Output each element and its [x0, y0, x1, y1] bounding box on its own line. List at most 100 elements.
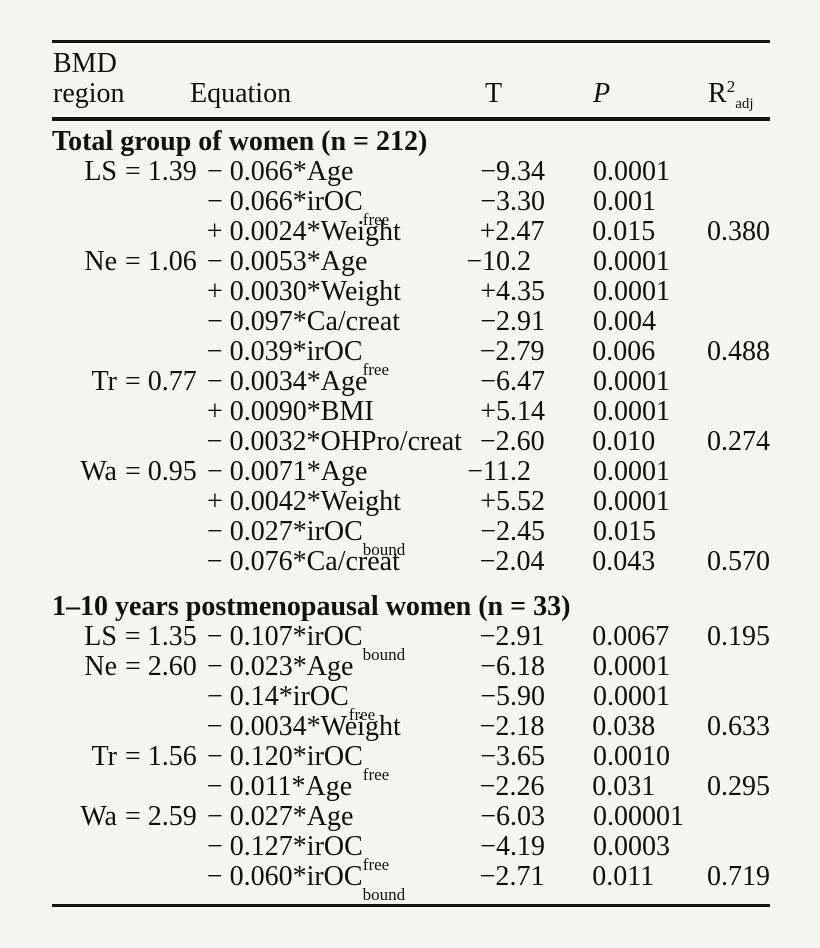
- table-row: − 0.14*irOCfree −5.90 0.0001: [52, 681, 770, 723]
- t-value: +5.52: [433, 487, 593, 517]
- table-row: + 0.0090*BMI +5.14 0.0001: [52, 397, 770, 427]
- equation-term: − 0.066*irOCfree: [207, 187, 433, 228]
- equation-term-text: + 0.0042*Weight: [207, 486, 401, 517]
- t-value: −6.03: [433, 802, 593, 832]
- equation-term-text: − 0.127*irOC: [207, 831, 363, 862]
- t-value-fraction-part: .47: [510, 366, 545, 397]
- equation-intercept: = 1.56: [125, 741, 197, 772]
- t-value-integer-part: −4: [480, 831, 510, 862]
- r2-value: 0.295: [707, 771, 771, 802]
- equation-intercept: = 2.60: [125, 651, 197, 682]
- p-value: 0.0001: [593, 156, 670, 187]
- r2-value: [708, 247, 770, 277]
- r2-value: 0.274: [707, 426, 771, 457]
- equation-term: − 0.027*Age: [207, 802, 433, 832]
- section-rows: LS = 1.39− 0.066*Age −9.34 0.0001− 0.066*ir…: [52, 157, 770, 577]
- equation-intercept: = 2.59: [125, 801, 197, 832]
- t-value: −2.18: [432, 712, 592, 742]
- p-value: 0.0001: [593, 486, 670, 517]
- t-value: −2.60: [433, 427, 593, 457]
- t-value-fraction-part: .30: [510, 186, 545, 217]
- table-row: − 0.0032*OHPro/creat −2.60 0.010 0.274: [52, 427, 770, 457]
- equation-intercept: [117, 397, 207, 427]
- p-value: 0.015: [592, 216, 656, 247]
- t-value-fraction-part: .35: [510, 276, 545, 307]
- column-header-p: P: [593, 78, 611, 109]
- p-value: 0.0001: [593, 681, 670, 712]
- bmd-region-label: [52, 682, 117, 712]
- equation-term-text: − 0.039*irOC: [206, 336, 363, 367]
- table-row: − 0.097*Ca/creat −2.91 0.004: [52, 307, 770, 337]
- bmd-region-label: [52, 277, 117, 307]
- bmd-region-label: [52, 487, 117, 517]
- equation-term-subscript: free: [348, 704, 376, 724]
- t-value-integer-part: −2: [479, 771, 510, 802]
- equation-term-subscript: bound: [362, 539, 406, 559]
- table-row: − 0.060*irOCbound −2.71 0.011 0.719: [52, 861, 771, 903]
- equation-term: − 0.107*irOCbound: [206, 621, 433, 663]
- bmd-region-label: [52, 712, 117, 742]
- t-value-integer-part: −2: [480, 306, 510, 337]
- t-value-fraction-part: .03: [510, 801, 545, 832]
- t-value-fraction-part: .90: [510, 681, 545, 712]
- p-value: 0.010: [592, 426, 656, 457]
- section-rows: LS = 1.35− 0.107*irOCbound −2.91 0.0067 0.19…: [52, 621, 771, 903]
- t-value-integer-part: −2: [479, 336, 510, 367]
- bmd-region-label: [52, 187, 117, 217]
- p-value: 0.0001: [593, 456, 670, 487]
- t-value-fraction-part: .71: [509, 861, 545, 892]
- equation-term: − 0.097*Ca/creat: [207, 307, 433, 337]
- equation-term-text: − 0.0071*Age: [207, 456, 368, 487]
- p-value: 0.015: [593, 516, 656, 547]
- p-value: 0.00001: [593, 801, 684, 832]
- equation-term-text: − 0.0032*OHPro/creat: [206, 426, 462, 457]
- t-value-integer-part: −2: [479, 546, 510, 577]
- bmd-region-label: Tr: [91, 741, 117, 772]
- bmd-region-label: [52, 307, 117, 337]
- bmd-region-label: Ne: [84, 246, 117, 277]
- r2-value: [708, 682, 770, 712]
- equation-intercept: = 1.35: [124, 621, 197, 652]
- t-value-fraction-part: .60: [509, 426, 545, 457]
- equation-intercept: [117, 427, 207, 457]
- t-value-integer-part: −2: [479, 621, 510, 652]
- p-value: 0.0067: [592, 621, 670, 652]
- equation-term: − 0.0034*Age: [207, 367, 433, 397]
- t-value: −2.79: [432, 337, 592, 367]
- equation-term-text: + 0.0024*Weight: [206, 216, 401, 247]
- equation-term-subscript: free: [362, 764, 390, 784]
- t-value-fraction-part: .19: [510, 831, 545, 862]
- equation-term: + 0.0042*Weight: [207, 487, 433, 517]
- equation-intercept: [117, 487, 207, 517]
- r2-value: [708, 802, 770, 832]
- r2-value: [708, 277, 770, 307]
- equation-term-text: − 0.107*irOC: [206, 621, 363, 652]
- t-value-integer-part: −6: [480, 366, 510, 397]
- t-value-fraction-part: .91: [510, 306, 545, 337]
- t-value-fraction-part: .14: [510, 396, 545, 427]
- equation-term-subscript: bound: [362, 644, 406, 664]
- t-value-fraction-part: .52: [510, 486, 545, 517]
- equation-term-text: + 0.0030*Weight: [207, 276, 401, 307]
- equation-intercept: = 1.39: [125, 156, 197, 187]
- equation-term-text: − 0.0034*Weight: [206, 711, 401, 742]
- r2-base: R: [708, 78, 727, 109]
- t-value-fraction-part: .2: [510, 456, 531, 487]
- t-value-integer-part: −6: [480, 651, 510, 682]
- equation-intercept: [117, 307, 207, 337]
- bmd-region-label: LS: [84, 156, 117, 187]
- bmd-region-label: [52, 427, 117, 457]
- r2-value: 0.719: [707, 861, 771, 892]
- t-value: −9.34: [433, 157, 593, 187]
- table-row: Ne = 1.06− 0.0053*Age −10.2 0.0001: [52, 247, 770, 277]
- table-header-row: BMD region Equation T P R2adj: [52, 48, 770, 112]
- t-value-fraction-part: .65: [510, 741, 545, 772]
- t-value-fraction-part: .79: [509, 336, 545, 367]
- equation-term-subscript: free: [362, 359, 389, 379]
- t-value: −10.2: [433, 247, 593, 277]
- r2-value: [708, 457, 770, 487]
- bmd-region-label: [52, 547, 117, 577]
- equation-term-subscript: bound: [362, 884, 406, 904]
- equation-term-text: − 0.027*irOC: [207, 516, 363, 547]
- header-bmd-line: BMD: [53, 48, 117, 79]
